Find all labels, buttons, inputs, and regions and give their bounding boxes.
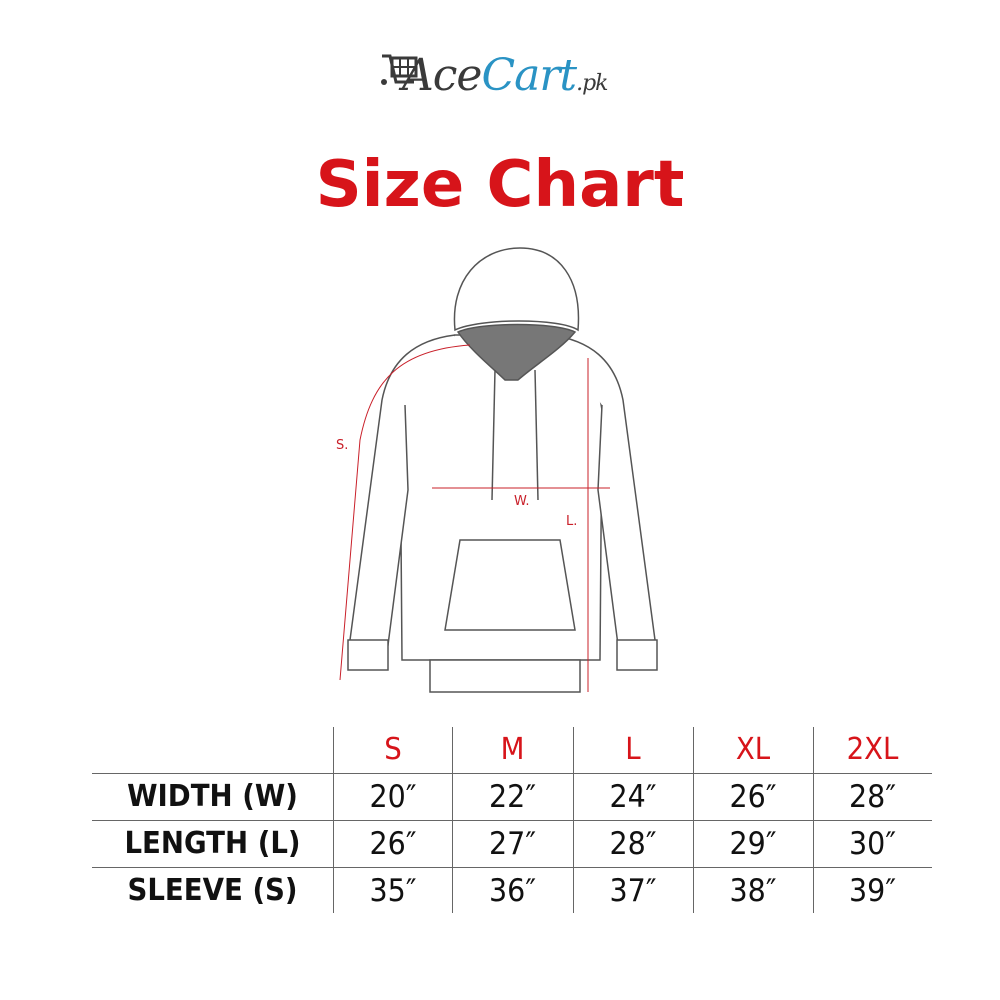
table-cell: 39″ (849, 873, 896, 909)
size-header-s: S (384, 732, 402, 767)
size-header-2xl: 2XL (846, 732, 899, 767)
row-label-length: LENGTH (L) (124, 826, 301, 861)
size-header-l: L (625, 732, 641, 767)
table-cell: 22″ (489, 779, 536, 815)
length-label: L. (566, 514, 578, 529)
page-title: Size Chart (315, 148, 685, 222)
table-cell: 20″ (369, 779, 417, 815)
table-cell: 38″ (729, 873, 777, 909)
table-cell: 37″ (609, 873, 657, 909)
acecart-logo: AceCart.pk (380, 48, 680, 118)
row-label-sleeve: SLEEVE (S) (127, 873, 298, 908)
table-cell: 36″ (489, 873, 536, 909)
table-cell: 27″ (489, 826, 536, 862)
size-table: S M L XL 2XL WIDTH (W) 20″ 22″ 24″ 26″ 2… (92, 727, 932, 913)
table-cell: 30″ (849, 826, 896, 862)
sleeve-label: S. (336, 438, 349, 453)
sleeve-measure-line (339, 344, 471, 681)
table-cell: 28″ (609, 826, 657, 862)
logo-ace: Ace (402, 50, 482, 101)
table-cell: 26″ (369, 826, 417, 862)
size-header-m: M (500, 732, 525, 767)
table-cell: 24″ (609, 779, 657, 815)
width-label: W. (514, 494, 530, 509)
hoodie-pocket (444, 539, 576, 631)
table-cell: 35″ (369, 873, 417, 909)
divider (92, 867, 932, 868)
table-cell: 28″ (849, 779, 896, 815)
logo-cart: Cart (481, 50, 577, 101)
divider (92, 773, 932, 774)
hoodie-hood (453, 247, 580, 332)
divider (92, 820, 932, 821)
table-cell: 29″ (729, 826, 777, 862)
logo-pk: .pk (576, 71, 608, 96)
shopping-cart-icon (381, 54, 418, 85)
logo-text: AceCart.pk (402, 50, 609, 101)
row-label-width: WIDTH (W) (127, 779, 298, 814)
hoodie-diagram (339, 247, 658, 693)
size-header-xl: XL (735, 732, 771, 767)
table-cell: 26″ (729, 779, 777, 815)
